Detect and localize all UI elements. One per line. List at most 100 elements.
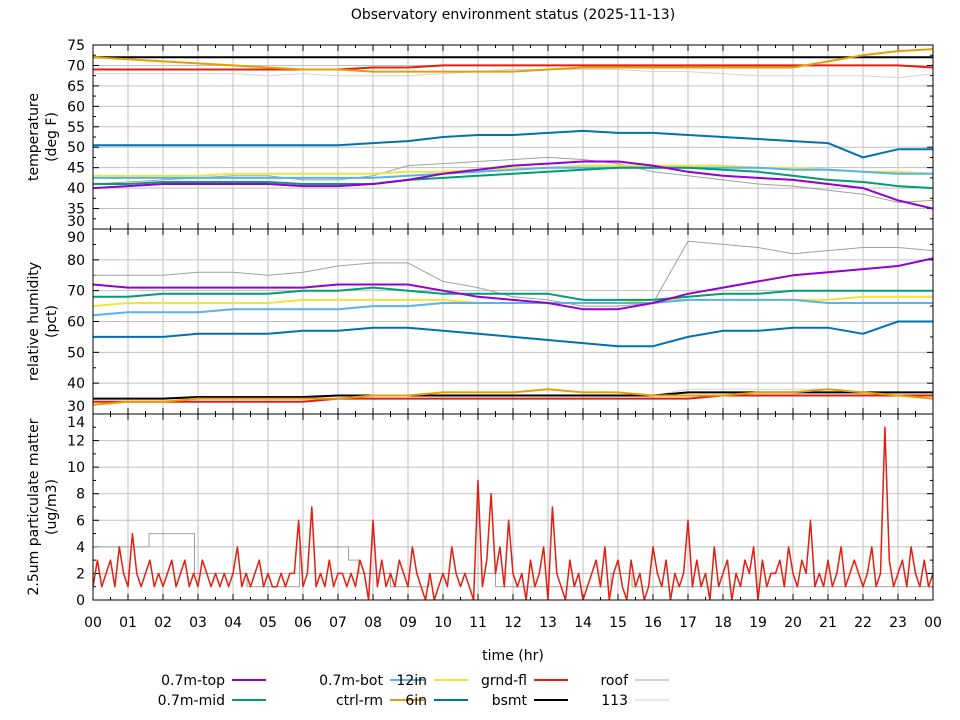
x-tick-label: 16 [644, 615, 662, 631]
y-tick-label: 14 [67, 415, 85, 431]
x-tick-label: 00 [924, 615, 942, 631]
panel-border [92, 413, 934, 601]
legend-label: bsmt [492, 693, 528, 709]
series-line-0.7m-mid [93, 166, 933, 190]
x-tick-label: 18 [714, 615, 732, 631]
series-line-roof [93, 240, 933, 307]
y-tick-label: 60 [67, 99, 85, 115]
x-tick-label: 01 [119, 615, 137, 631]
y-tick-label: 35 [67, 202, 85, 218]
series-group [93, 48, 933, 210]
y-tick-label: 45 [67, 161, 85, 177]
legend-item-ctrl-rm: ctrl-rm [336, 693, 424, 709]
x-tick-label: 19 [749, 615, 767, 631]
legend-item-roof: roof [600, 673, 669, 689]
legend-item-0.7m-bot: 0.7m-bot [319, 673, 424, 689]
y-axis-label-line: (pct) [44, 305, 60, 338]
y-tick-label: 2 [76, 566, 85, 582]
legend-label: 6in [405, 693, 427, 709]
x-tick-label: 17 [679, 615, 697, 631]
y-tick-label: 10 [67, 460, 85, 476]
legend-label: 0.7m-mid [158, 693, 225, 709]
series-line-grnd-fl [93, 64, 933, 71]
x-tick-label: 13 [539, 615, 557, 631]
series-line-roof [93, 156, 933, 203]
y-tick-label: 30 [67, 399, 85, 415]
legend-label: 12in [396, 673, 427, 689]
chart-title: Observatory environment status (2025-11-… [351, 7, 675, 23]
legend-label: roof [600, 673, 629, 689]
x-tick-label: 23 [889, 615, 907, 631]
x-tick-label: 22 [854, 615, 872, 631]
y-tick-label: 70 [67, 58, 85, 74]
y-tick-label: 6 [76, 513, 85, 529]
x-tick-label: 10 [434, 615, 452, 631]
x-tick-label: 06 [294, 615, 312, 631]
legend-item-12in: 12in [396, 673, 468, 689]
series-line-ctrl-rm [93, 48, 933, 73]
x-tick-label: 05 [259, 615, 277, 631]
x-tick-label: 09 [399, 615, 417, 631]
series-line-0.7m-bot [93, 166, 933, 179]
y-axis-label: 2.5um particulate matter (ug/m3) [26, 418, 60, 595]
y-axis-label-line: (ug/m3) [44, 479, 60, 535]
y-axis-label-line: temperature [26, 93, 42, 181]
series-line-113 [93, 69, 933, 79]
y-axis-label-line: (deg F) [44, 112, 60, 162]
legend-item-bsmt: bsmt [492, 693, 568, 709]
series-group [93, 240, 933, 406]
y-tick-label: 65 [67, 79, 85, 95]
y-tick-label: 50 [67, 140, 85, 156]
y-tick-label: 60 [67, 315, 85, 331]
y-tick-label: 70 [67, 284, 85, 300]
y-tick-label: 80 [67, 253, 85, 269]
y-axis-label: temperature (deg F) [26, 93, 60, 181]
x-tick-label: 03 [189, 615, 207, 631]
y-tick-label: 50 [67, 345, 85, 361]
series-line-0.7m-top [93, 257, 933, 311]
y-tick-label: 90 [67, 230, 85, 246]
y-tick-label: 75 [67, 38, 85, 54]
x-tick-label: 12 [504, 615, 522, 631]
legend-label: 113 [601, 693, 628, 709]
y-axis-label: relative humidity (pct) [26, 262, 60, 381]
legend-item-6in: 6in [405, 693, 468, 709]
series-line-0.7m-bot [93, 298, 933, 317]
x-tick-labels: 00 01 02 03 04 05 06 07 08 09 10 11 12 13 14 15 16 17 18 19… [84, 615, 942, 631]
series-line-6in [93, 320, 933, 348]
panel-2: 30 40 50 60 70 80 90 relative humidity (pct) [26, 228, 934, 415]
legend-item-grnd-fl: grnd-fl [481, 673, 568, 689]
y-axis-label-line: 2.5um particulate matter [26, 418, 42, 595]
y-axis-label-line: relative humidity [26, 262, 42, 381]
x-tick-label: 15 [609, 615, 627, 631]
x-tick-label: 00 [84, 615, 102, 631]
series-line-grnd-fl [93, 426, 933, 600]
x-tick-label: 04 [224, 615, 242, 631]
legend-label: 0.7m-top [161, 673, 225, 689]
legend: 0.7m-top 0.7m-mid 0.7m-bot ctrl-rm 12in 6in gr… [158, 673, 669, 709]
y-tick-label: 4 [76, 540, 85, 556]
legend-item-113: 113 [601, 693, 669, 709]
legend-label: 0.7m-bot [319, 673, 383, 689]
y-tick-label: 55 [67, 120, 85, 136]
legend-item-0.7m-top: 0.7m-top [161, 673, 266, 689]
x-tick-label: 11 [469, 615, 487, 631]
y-tick-label: 12 [67, 434, 85, 450]
series-line-grnd-fl [93, 394, 933, 403]
y-tick-label: 30 [67, 214, 85, 230]
legend-label: ctrl-rm [336, 693, 383, 709]
series-line-6in [93, 129, 933, 159]
y-tick-label: 0 [76, 593, 85, 609]
series-line-12in [93, 164, 933, 177]
panel-3: 0 2 4 6 8 10 12 14 2.5um particulate matter (ug/m… [26, 413, 934, 609]
x-tick-label: 21 [819, 615, 837, 631]
series-line-0.7m-mid [93, 286, 933, 301]
series-group [93, 426, 933, 600]
y-tick-label: 8 [76, 487, 85, 503]
y-tick-label: 40 [67, 376, 85, 392]
legend-item-0.7m-mid: 0.7m-mid [158, 693, 266, 709]
x-tick-label: 20 [784, 615, 802, 631]
x-tick-label: 08 [364, 615, 382, 631]
